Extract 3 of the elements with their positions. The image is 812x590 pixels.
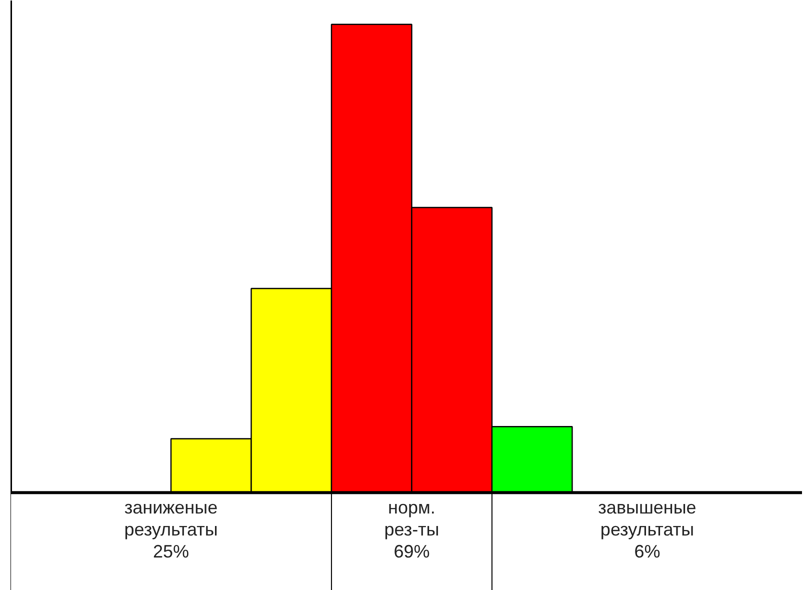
text: заниженые результаты 25% [124, 497, 218, 562]
text: завышеные результаты 6% [598, 497, 696, 562]
text: норм. рез-ты 69% [384, 497, 440, 562]
